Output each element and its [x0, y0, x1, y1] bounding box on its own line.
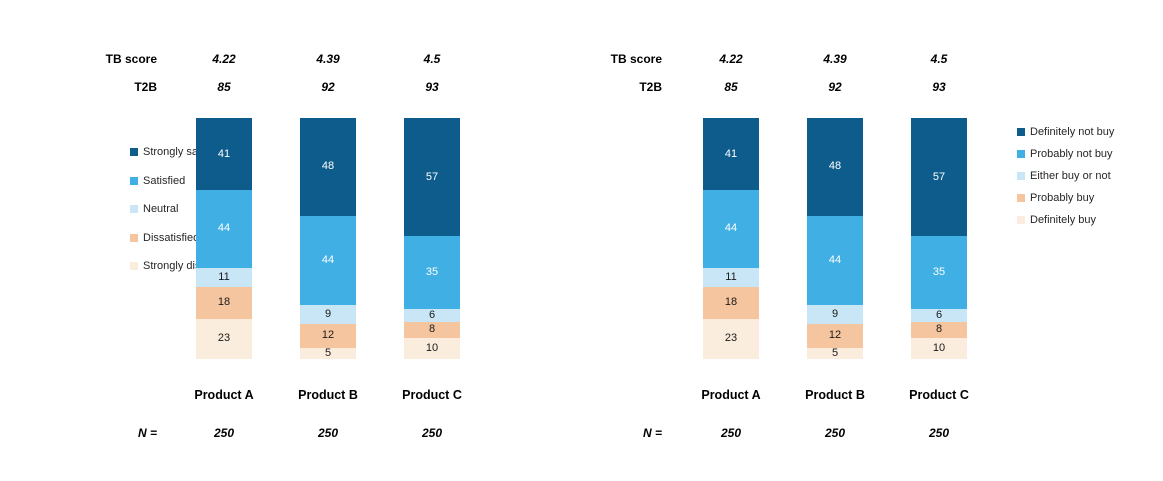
bar-segment-satisfied: 44	[300, 215, 356, 306]
category-label: Product B	[805, 388, 865, 402]
bar-segment-dissatisfied: 18	[196, 286, 252, 319]
bar-segment-strongly-dissatisfied: 23	[196, 318, 252, 359]
bar-segment-strongly-satisfied: 48	[300, 118, 356, 216]
bar-segment-strongly-dissatisfied: 10	[404, 338, 460, 360]
n-value: 250	[824, 426, 846, 440]
bar-product-c: 57 35 6 8 10	[911, 118, 967, 360]
bar-segment-definitely-buy: 23	[703, 318, 759, 359]
t2b-value: 92	[321, 80, 335, 94]
bar-product-a: 41 44 11 18 23	[703, 118, 759, 359]
tb-score-value: 4.39	[316, 52, 340, 66]
legend-swatch-neutral	[130, 205, 138, 213]
tb-score-label: TB score	[105, 52, 157, 66]
bar-segment-definitely-not-buy: 48	[807, 118, 863, 216]
bar-segment-neutral: 6	[404, 309, 460, 322]
category-label: Product B	[298, 388, 358, 402]
bar-segment-dissatisfied: 8	[404, 321, 460, 339]
n-value: 250	[213, 426, 235, 440]
tb-score-label: TB score	[610, 52, 662, 66]
bar-product-b: 48 44 9 12 5	[300, 118, 356, 359]
legend-label: Neutral	[143, 203, 179, 215]
bar-segment-definitely-buy: 10	[911, 338, 967, 360]
bar-segment-definitely-not-buy: 57	[911, 118, 967, 237]
t2b-value: 93	[425, 80, 439, 94]
bar-segment-satisfied: 44	[196, 190, 252, 268]
bar-segment-satisfied: 35	[404, 236, 460, 310]
category-label: Product A	[701, 388, 761, 402]
t2b-label: T2B	[639, 80, 662, 94]
legend-swatch-probably-not-buy	[1017, 150, 1025, 158]
tb-score-value: 4.22	[719, 52, 743, 66]
bar-segment-strongly-satisfied: 57	[404, 118, 460, 237]
bar-product-b: 48 44 9 12 5	[807, 118, 863, 359]
category-label: Product A	[194, 388, 254, 402]
tb-score-value: 4.39	[823, 52, 847, 66]
t2b-value: 92	[828, 80, 842, 94]
tb-score-value: 4.22	[212, 52, 236, 66]
tb-score-value: 4.5	[930, 52, 948, 66]
bar-segment-probably-buy: 18	[703, 286, 759, 319]
legend-item: Probably buy	[1017, 192, 1094, 204]
n-value: 250	[720, 426, 742, 440]
legend-swatch-dissatisfied	[130, 233, 138, 242]
legend-label: Satisfied	[143, 174, 186, 187]
legend-swatch-definitely-buy	[1017, 216, 1025, 224]
legend-item: Dissatisfied	[130, 232, 199, 244]
bar-product-c: 57 35 6 8 10	[404, 118, 460, 360]
bar-segment-strongly-satisfied: 41	[196, 118, 252, 191]
legend-item: Probably not buy	[1017, 148, 1113, 160]
bar-segment-definitely-not-buy: 41	[703, 118, 759, 191]
legend-swatch-strongly-dissatisfied	[130, 262, 138, 270]
legend-item: Definitely not buy	[1017, 126, 1114, 138]
t2b-value: 85	[724, 80, 738, 94]
legend-label: Definitely buy	[1030, 214, 1097, 226]
legend-swatch-satisfied	[130, 176, 138, 185]
t2b-value: 85	[217, 80, 231, 94]
legend-swatch-either-buy-or-not	[1017, 172, 1025, 180]
bar-segment-probably-buy: 8	[911, 321, 967, 339]
legend-swatch-definitely-not-buy	[1017, 128, 1025, 136]
n-label: N =	[137, 426, 157, 440]
legend-label: Probably buy	[1030, 192, 1095, 204]
bar-segment-neutral: 11	[196, 267, 252, 287]
bar-segment-probably-buy: 12	[807, 323, 863, 348]
bar-product-a: 41 44 11 18 23	[196, 118, 252, 359]
legend-label: Either buy or not	[1030, 170, 1111, 182]
bar-segment-neutral: 9	[300, 305, 356, 324]
n-label: N =	[642, 426, 662, 440]
legend-item: Definitely buy	[1017, 214, 1096, 226]
t2b-value: 93	[932, 80, 946, 94]
n-value: 250	[421, 426, 443, 440]
category-label: Product C	[909, 388, 969, 402]
bar-segment-probably-not-buy: 44	[703, 190, 759, 268]
bar-segment-definitely-buy: 5	[807, 348, 863, 359]
legend-label: Probably not buy	[1030, 148, 1113, 160]
legend-label: Definitely not buy	[1030, 126, 1115, 138]
category-label: Product C	[402, 388, 462, 402]
n-value: 250	[928, 426, 950, 440]
legend-item: Neutral	[130, 203, 178, 215]
n-value: 250	[317, 426, 339, 440]
bar-segment-either-buy-or-not: 9	[807, 305, 863, 324]
legend-swatch-strongly-satisfied	[130, 148, 138, 156]
bar-segment-probably-not-buy: 44	[807, 215, 863, 306]
bar-segment-dissatisfied: 12	[300, 323, 356, 348]
tb-score-value: 4.5	[423, 52, 441, 66]
bar-segment-either-buy-or-not: 11	[703, 267, 759, 287]
legend-item: Satisfied	[130, 175, 185, 187]
bar-segment-either-buy-or-not: 6	[911, 309, 967, 322]
bar-segment-probably-not-buy: 35	[911, 236, 967, 310]
bar-segment-strongly-dissatisfied: 5	[300, 348, 356, 359]
t2b-label: T2B	[134, 80, 157, 94]
legend-item: Either buy or not	[1017, 170, 1111, 182]
legend-label: Dissatisfied	[143, 231, 200, 244]
legend-swatch-probably-buy	[1017, 194, 1025, 202]
